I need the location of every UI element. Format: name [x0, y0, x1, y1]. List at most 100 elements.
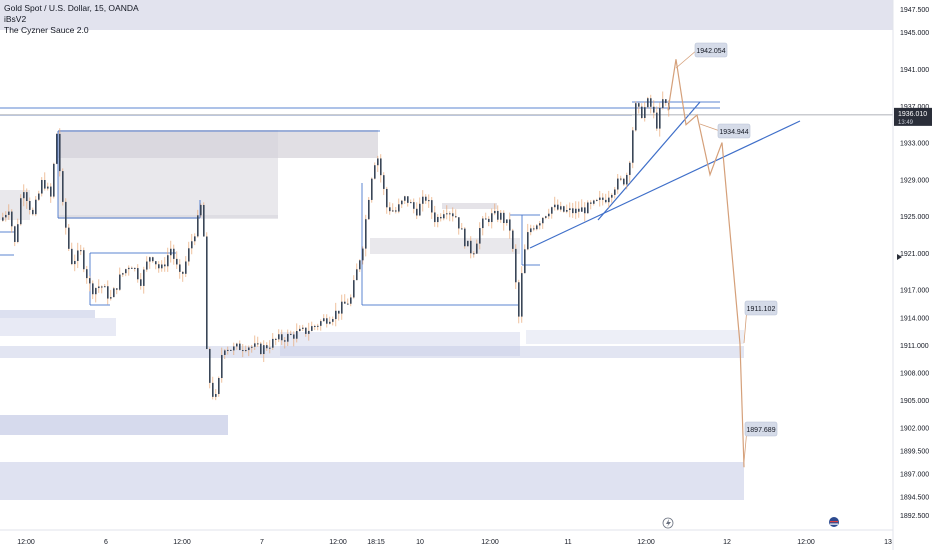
supply-demand-zone	[280, 332, 520, 356]
candle	[131, 267, 133, 269]
candle	[101, 286, 103, 288]
candle	[257, 343, 259, 345]
candle	[578, 208, 580, 212]
flag-stripe	[830, 523, 838, 525]
candle	[386, 188, 388, 208]
candle	[449, 213, 451, 215]
candle	[35, 199, 37, 215]
candle	[44, 179, 46, 189]
price-tick-label: 1897.000	[900, 472, 929, 479]
candle	[122, 273, 124, 275]
candle	[359, 260, 361, 270]
candle	[473, 253, 475, 255]
candle	[287, 333, 289, 342]
candle	[530, 228, 532, 233]
candle	[611, 194, 613, 198]
candle	[662, 99, 664, 108]
trend-line-upper	[529, 120, 801, 249]
candle	[200, 204, 202, 216]
price-axis-panel[interactable]	[893, 0, 932, 550]
price-tick-label: 1945.000	[900, 30, 929, 37]
candle	[80, 250, 82, 252]
candle	[347, 303, 349, 305]
candle	[341, 301, 343, 314]
candle	[113, 288, 115, 298]
candle	[302, 327, 304, 329]
top-zone-shading	[0, 0, 893, 30]
candle	[488, 218, 490, 223]
candle	[125, 269, 127, 274]
candle	[95, 288, 97, 295]
candle	[77, 250, 79, 261]
indicator-ibsv2[interactable]: iBsV2	[4, 14, 27, 24]
candle	[596, 199, 598, 201]
candle	[470, 240, 472, 254]
candle	[536, 225, 538, 230]
candle	[590, 202, 592, 204]
candle	[497, 210, 499, 220]
candle	[227, 349, 229, 351]
callout-leader	[675, 49, 698, 69]
candle	[248, 347, 250, 351]
symbol-title[interactable]: Gold Spot / U.S. Dollar, 15, OANDA	[4, 3, 139, 13]
price-tick-label: 1914.000	[900, 315, 929, 322]
candle	[152, 257, 154, 262]
candle	[71, 248, 73, 265]
candle	[170, 248, 172, 256]
candle	[524, 249, 526, 274]
price-badge-timer: 13:49	[898, 120, 914, 126]
candle	[32, 209, 34, 215]
candle	[140, 279, 142, 286]
candle	[392, 210, 394, 212]
candle	[308, 330, 310, 334]
candle	[404, 196, 406, 201]
time-tick-label: 10	[416, 539, 424, 546]
candle	[458, 217, 460, 229]
chart-legend: Gold Spot / U.S. Dollar, 15, OANDA iBsV2…	[4, 3, 139, 36]
supply-demand-zone	[0, 310, 95, 318]
candle	[353, 280, 355, 298]
candle	[506, 219, 508, 224]
time-tick-label: 13	[884, 539, 892, 546]
candle	[476, 243, 478, 254]
candle	[275, 338, 277, 340]
candle	[656, 112, 658, 129]
supply-demand-zone	[58, 215, 278, 219]
supply-demand-zone	[58, 130, 278, 218]
candle	[269, 347, 271, 349]
candle	[440, 216, 442, 219]
candle	[569, 208, 571, 211]
candle	[509, 219, 511, 231]
candle	[182, 271, 184, 274]
candle	[419, 203, 421, 216]
candle	[371, 178, 373, 200]
candle	[89, 278, 91, 284]
candle	[155, 261, 157, 265]
candle	[548, 213, 550, 217]
candle	[311, 326, 313, 331]
candle	[62, 171, 64, 202]
candle	[293, 334, 295, 339]
candle	[515, 248, 517, 283]
supply-demand-zone	[0, 415, 228, 435]
candle	[29, 200, 31, 210]
candle	[296, 331, 298, 339]
price-tick-label: 1894.500	[900, 495, 929, 502]
candle	[455, 216, 457, 218]
candle	[518, 282, 520, 317]
supply-demand-zone	[0, 318, 116, 336]
candle	[206, 236, 208, 349]
callout-label: 1911.102	[747, 306, 776, 313]
candle	[332, 319, 334, 322]
candle	[158, 264, 160, 269]
price-tick-label: 1899.500	[900, 449, 929, 456]
indicator-cyzner-sauce[interactable]: The Cyzner Sauce 2.0	[4, 25, 89, 35]
candle	[389, 207, 391, 212]
flag-stripe	[830, 521, 838, 523]
candle	[410, 202, 412, 204]
candle	[539, 223, 541, 226]
candle	[5, 214, 7, 218]
